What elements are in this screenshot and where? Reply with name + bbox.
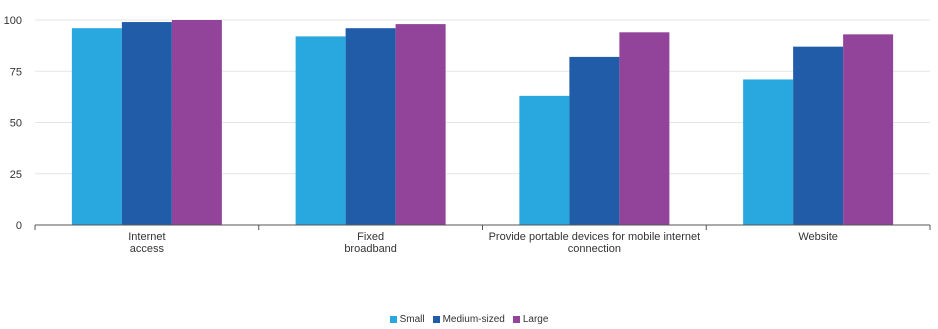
bar-large — [843, 34, 894, 225]
axes — [34, 224, 931, 230]
x-category-label: Fixed — [357, 231, 384, 243]
bar-medium-sized — [793, 46, 844, 226]
x-category-label: access — [130, 243, 165, 255]
bar-small — [743, 79, 794, 225]
x-category-label: Website — [798, 231, 838, 243]
bar-small — [519, 95, 570, 225]
legend-item: Small — [389, 314, 425, 325]
legend-item: Large — [512, 314, 549, 325]
bar-small — [71, 28, 122, 226]
bar-medium-sized — [345, 28, 396, 226]
legend-item: Medium-sized — [432, 314, 505, 325]
legend-label: Small — [399, 314, 425, 325]
y-tick-label: 100 — [4, 15, 22, 27]
y-tick-label: 25 — [10, 169, 22, 181]
x-category-label: broadband — [344, 243, 397, 255]
legend-swatch — [512, 316, 520, 323]
x-category-label: connection — [568, 243, 621, 255]
x-category-label: Provide portable devices for mobile inte… — [489, 231, 701, 243]
legend-swatch — [432, 316, 440, 323]
bar-medium-sized — [121, 22, 172, 225]
x-category-label: Internet — [128, 231, 165, 243]
bar-large — [619, 32, 670, 225]
bar-large — [395, 24, 446, 225]
y-tick-label: 0 — [16, 220, 22, 232]
legend-label: Large — [522, 314, 549, 325]
legend-label: Medium-sized — [442, 314, 505, 325]
legend: Small Medium-sized Large — [0, 314, 938, 325]
y-tick-label: 50 — [10, 118, 22, 130]
y-tick-label: 75 — [10, 66, 22, 78]
bars — [71, 20, 894, 226]
legend-swatch — [389, 316, 397, 323]
bar-small — [295, 36, 346, 226]
bar-medium-sized — [569, 56, 620, 226]
bar-large — [171, 20, 222, 225]
